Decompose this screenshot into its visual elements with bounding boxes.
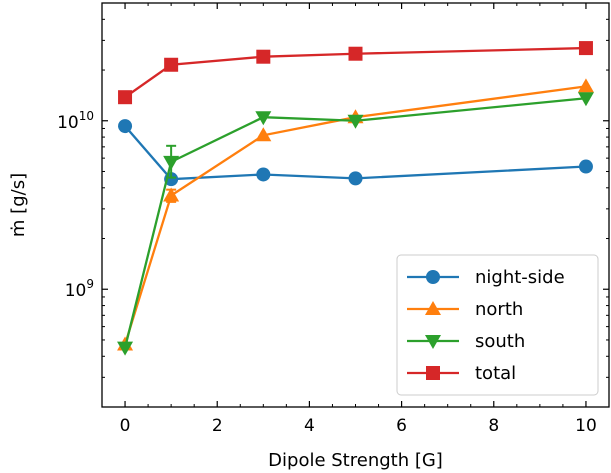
data-point [348,171,363,186]
x-tick-label: 6 [396,416,407,436]
y-tick-label: 1010 [57,109,94,133]
legend-item-north: north [407,299,523,320]
data-point [118,119,133,134]
series-night-side [118,119,593,187]
legend-marker [425,335,441,349]
data-point [347,114,364,129]
data-point [578,41,593,56]
x-tick-label: 0 [120,416,131,436]
data-point [348,46,363,61]
data-point [255,111,272,126]
legend-label: night-side [475,267,565,288]
data-point [164,57,179,72]
data-point [577,78,594,93]
data-point [117,341,134,356]
series-total [118,41,593,105]
series-layer [117,41,594,356]
data-point [163,187,180,202]
legend: night-side north south total [396,254,599,396]
legend-label: north [475,299,523,320]
series-line [124,125,587,181]
y-axis: 109 1010 [57,2,609,408]
legend-label: south [475,331,525,352]
data-point [163,155,180,170]
y-axis-label: ṁ [g/s] [8,173,29,237]
data-point [256,49,271,64]
legend-item-south: south [407,331,525,352]
data-point [577,92,594,107]
data-point [255,127,272,142]
legend-marker [425,301,441,315]
data-point [578,159,593,174]
x-axis-label: Dipole Strength [G] [268,450,443,471]
legend-item-night-side: night-side [407,267,565,288]
data-point [118,90,133,105]
series-south [117,92,594,356]
x-tick-label: 8 [488,416,499,436]
legend-item-total: total [407,363,516,384]
x-axis: 0 2 4 6 8 10 [120,3,597,436]
legend-marker [426,270,440,284]
legend-box [396,254,599,396]
y-tick-label: 109 [65,277,94,301]
x-tick-label: 4 [304,416,315,436]
data-point [256,167,271,182]
x-tick-label: 2 [212,416,223,436]
legend-label: total [475,363,516,384]
x-tick-label: 10 [575,416,597,436]
legend-marker [426,366,440,380]
